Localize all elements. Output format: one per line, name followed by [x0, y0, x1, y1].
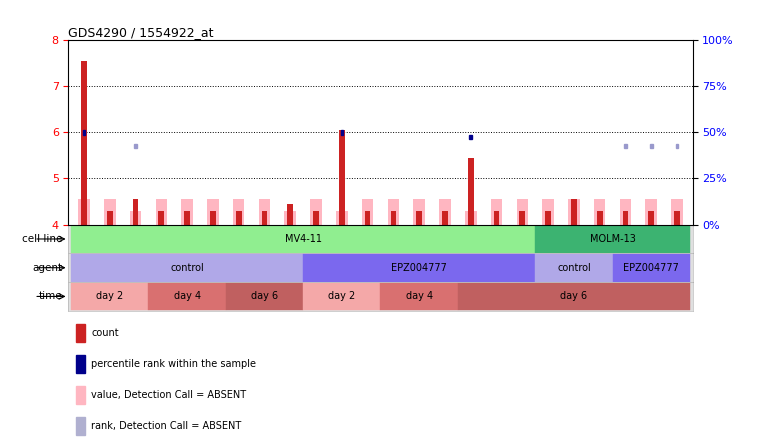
Bar: [132, 199, 139, 225]
Bar: [71, 283, 148, 310]
Text: day 6: day 6: [560, 291, 587, 301]
Bar: [340, 130, 343, 135]
Text: day 2: day 2: [96, 291, 123, 301]
Text: GDS4290 / 1554922_at: GDS4290 / 1554922_at: [68, 26, 214, 39]
Bar: [158, 211, 164, 225]
Bar: [361, 199, 374, 225]
Text: EPZ004777: EPZ004777: [623, 263, 679, 273]
Text: time: time: [39, 291, 62, 301]
Bar: [314, 211, 319, 225]
Text: rank, Detection Call = ABSENT: rank, Detection Call = ABSENT: [91, 421, 241, 431]
Bar: [622, 211, 629, 225]
Bar: [303, 254, 535, 281]
Bar: [494, 211, 499, 225]
Bar: [207, 199, 218, 225]
Bar: [303, 283, 380, 310]
Text: day 4: day 4: [174, 291, 201, 301]
Bar: [491, 199, 502, 225]
Bar: [439, 199, 451, 225]
Bar: [465, 211, 476, 225]
Bar: [594, 199, 606, 225]
Bar: [134, 144, 137, 148]
Bar: [184, 211, 190, 225]
Text: control: control: [170, 263, 204, 273]
Text: agent: agent: [32, 263, 62, 273]
Bar: [517, 199, 528, 225]
Bar: [520, 211, 525, 225]
Bar: [442, 211, 447, 225]
Text: EPZ004777: EPZ004777: [391, 263, 447, 273]
Bar: [613, 254, 690, 281]
Text: value, Detection Call = ABSENT: value, Detection Call = ABSENT: [91, 390, 247, 400]
Bar: [226, 283, 303, 310]
Bar: [181, 199, 193, 225]
Bar: [210, 211, 215, 225]
Bar: [262, 211, 267, 225]
Bar: [236, 211, 241, 225]
Bar: [71, 254, 303, 281]
Bar: [365, 211, 371, 225]
Bar: [571, 199, 577, 225]
Bar: [416, 211, 422, 225]
Bar: [619, 199, 632, 225]
Bar: [83, 130, 85, 135]
Bar: [535, 225, 690, 253]
Text: day 4: day 4: [406, 291, 433, 301]
Bar: [310, 199, 322, 225]
Bar: [624, 144, 627, 148]
Bar: [468, 158, 473, 225]
Bar: [155, 199, 167, 225]
Bar: [259, 199, 270, 225]
Text: day 2: day 2: [328, 291, 355, 301]
Bar: [568, 199, 580, 225]
Text: cell line: cell line: [22, 234, 62, 244]
Bar: [470, 135, 472, 139]
Bar: [387, 199, 400, 225]
Text: MOLM-13: MOLM-13: [590, 234, 635, 244]
Text: control: control: [557, 263, 591, 273]
Bar: [81, 61, 87, 225]
Bar: [104, 199, 116, 225]
Bar: [645, 199, 657, 225]
Bar: [413, 199, 425, 225]
Bar: [535, 254, 613, 281]
Bar: [543, 199, 554, 225]
Bar: [78, 199, 90, 225]
Text: percentile rank within the sample: percentile rank within the sample: [91, 359, 256, 369]
Text: count: count: [91, 328, 119, 338]
Bar: [597, 211, 603, 225]
Bar: [648, 211, 654, 225]
Bar: [285, 211, 296, 225]
Bar: [129, 211, 142, 225]
Bar: [380, 283, 458, 310]
Bar: [676, 144, 678, 148]
Bar: [650, 144, 652, 148]
Bar: [458, 283, 690, 310]
Bar: [674, 211, 680, 225]
Bar: [71, 225, 535, 253]
Text: MV4-11: MV4-11: [285, 234, 322, 244]
Bar: [339, 130, 345, 225]
Bar: [390, 211, 396, 225]
Bar: [288, 204, 293, 225]
Bar: [546, 211, 551, 225]
Bar: [107, 211, 113, 225]
Bar: [148, 283, 226, 310]
Bar: [233, 199, 244, 225]
Bar: [336, 211, 348, 225]
Bar: [671, 199, 683, 225]
Text: day 6: day 6: [251, 291, 278, 301]
